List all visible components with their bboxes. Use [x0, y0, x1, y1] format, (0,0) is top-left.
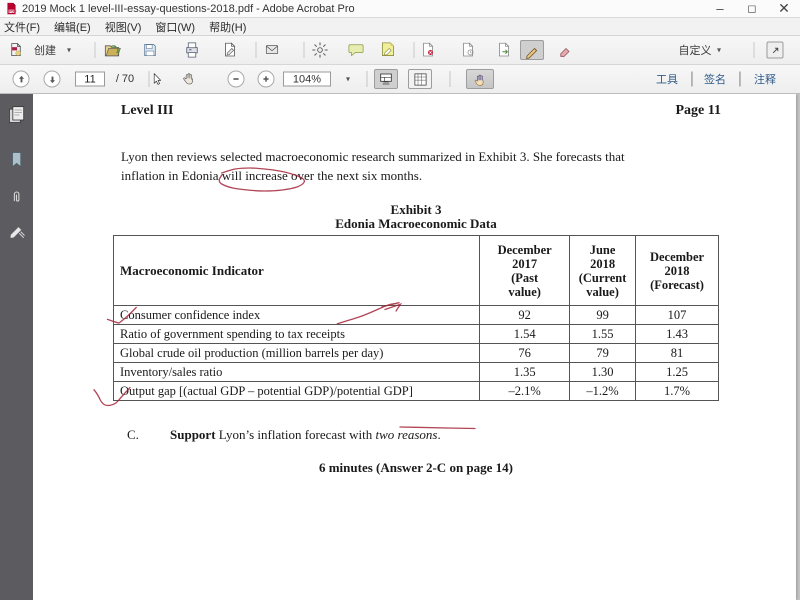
svg-text:PDF: PDF — [9, 10, 17, 14]
